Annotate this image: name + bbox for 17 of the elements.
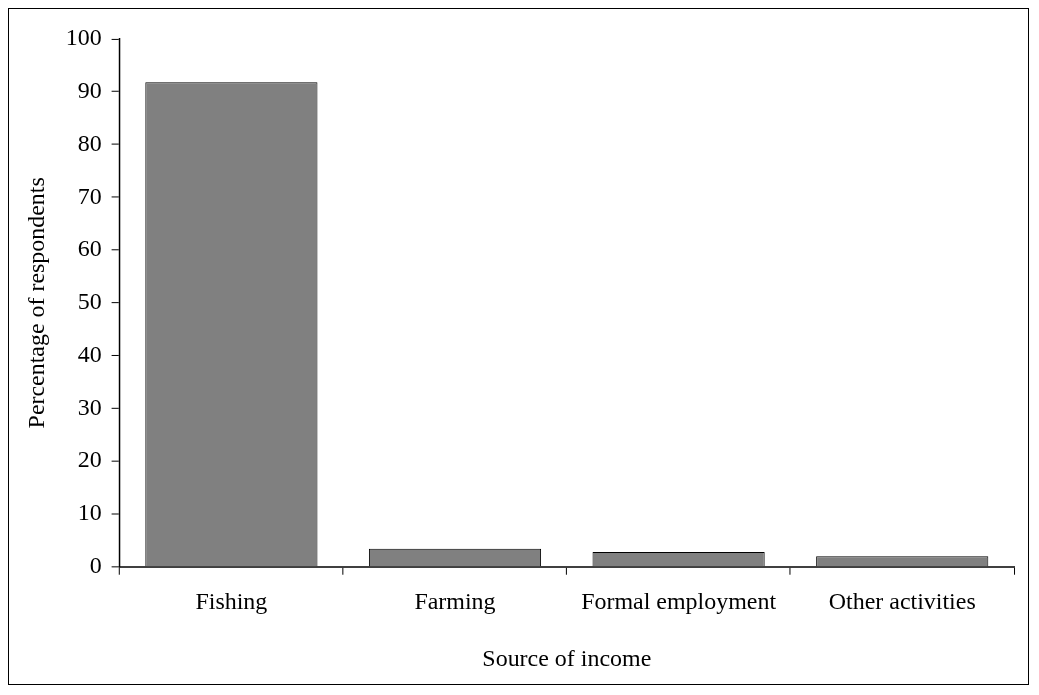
x-tick-label: Formal employment: [581, 588, 777, 615]
y-axis-title: Percentage of respondents: [22, 177, 49, 429]
x-tick-label: Other activities: [828, 588, 976, 615]
y-tick-label: 100: [65, 24, 102, 51]
y-tick-label: 70: [77, 182, 102, 209]
x-axis-title: Source of income: [482, 644, 652, 671]
y-tick-label: 10: [77, 499, 102, 526]
y-tick-label: 0: [89, 552, 102, 579]
y-tick-label: 30: [77, 393, 102, 420]
y-tick-label: 50: [77, 288, 102, 315]
y-tick-label: 20: [77, 446, 102, 473]
y-tick-label: 40: [77, 340, 102, 367]
y-tick-label: 90: [77, 76, 102, 103]
x-tick-label: Fishing: [195, 588, 268, 615]
y-tick-label: 60: [77, 235, 102, 262]
y-tick-label: 80: [77, 129, 102, 156]
x-tick-label: Farming: [414, 588, 496, 615]
